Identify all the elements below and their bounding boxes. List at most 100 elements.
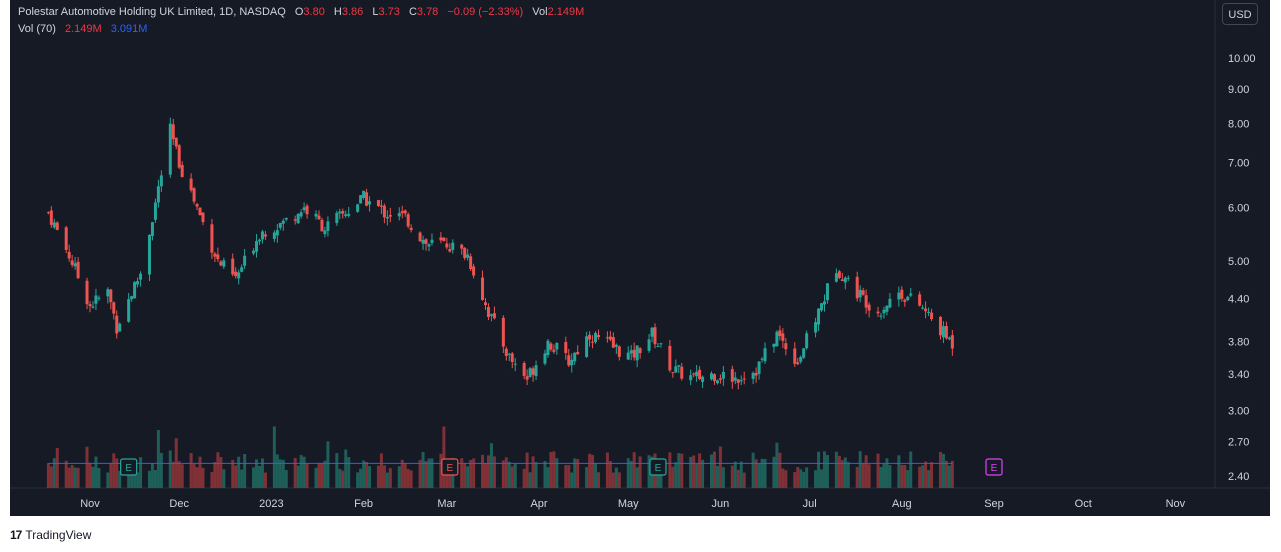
candle-body	[409, 227, 413, 231]
candle-body	[180, 164, 184, 178]
candle-body	[885, 305, 889, 312]
time-tick-label: Mar	[437, 498, 456, 510]
candle-body	[237, 272, 241, 279]
candle-body	[430, 239, 434, 243]
candle-body	[733, 377, 737, 381]
volume-bar	[442, 426, 446, 488]
candle-body	[570, 359, 574, 366]
volume-bar	[293, 457, 297, 488]
volume-bar	[760, 458, 764, 488]
price-tick-label: 5.00	[1228, 256, 1249, 268]
time-tick-label: Jul	[803, 498, 817, 510]
candle-body	[944, 326, 948, 339]
candle-body	[668, 345, 672, 371]
volume-bar	[403, 463, 407, 488]
volume-bar	[156, 430, 160, 488]
volume-bar	[49, 466, 53, 488]
currency-button[interactable]: USD	[1222, 3, 1258, 25]
candle-body	[118, 323, 122, 332]
candle-body	[379, 205, 383, 207]
volume-bar	[466, 466, 470, 488]
volume-bar	[906, 470, 910, 488]
candle-body	[451, 242, 455, 250]
volume-bar	[591, 454, 595, 488]
volume-bar	[388, 468, 392, 488]
time-tick-label: Nov	[80, 498, 100, 510]
candle-body	[305, 205, 309, 215]
volume-bar	[867, 464, 871, 488]
candle-body	[510, 353, 514, 362]
candle-body	[213, 253, 217, 257]
candle-body	[314, 213, 318, 217]
candle-body	[73, 263, 77, 267]
volume-bar	[659, 469, 663, 488]
volume-bar	[608, 461, 612, 488]
candle-body	[406, 214, 410, 227]
candle-body	[320, 219, 324, 232]
volume-bar	[510, 466, 514, 488]
volume-bar	[820, 469, 824, 488]
volume-bar	[326, 441, 330, 488]
volume-bar	[341, 470, 345, 488]
volume-ma-value-1: 2.149M	[64, 23, 102, 35]
volume-bar	[647, 455, 651, 488]
candle-body	[382, 205, 386, 218]
volume-bar	[67, 467, 71, 488]
candle-body	[159, 175, 163, 187]
candle-body	[106, 289, 110, 297]
candle-body	[219, 261, 223, 266]
volume-bar	[876, 453, 880, 488]
brand-name: TradingView	[25, 528, 92, 542]
candle-body	[677, 365, 681, 367]
candle-body	[385, 216, 389, 219]
earnings-label: E	[655, 463, 662, 474]
footer-brand[interactable]: 17 TradingView	[10, 525, 91, 545]
candle-body	[855, 276, 859, 299]
volume-bar	[882, 463, 886, 488]
chart-area[interactable]: 10.00 9.00 8.00 7.00 6.00 5.00 4.40 3.80 3.40 3.0…	[10, 0, 1270, 516]
candle-body	[671, 372, 675, 374]
candle-body	[927, 311, 931, 313]
candle-body	[64, 227, 68, 250]
price-chart[interactable]: 10.00 9.00 8.00 7.00 6.00 5.00 4.40 3.80 3.40 3.0…	[10, 0, 1270, 516]
volume-bar	[570, 472, 574, 488]
candle-body	[692, 373, 696, 375]
candle-body	[484, 302, 487, 306]
volume-bar	[677, 453, 681, 488]
candle-body	[567, 355, 571, 366]
volume-bar	[484, 463, 487, 488]
volume-ma-value-2: 3.091M	[110, 23, 148, 35]
candle-body	[531, 368, 535, 375]
volume-bar	[802, 471, 806, 488]
volume-bar	[522, 468, 526, 488]
price-tick-label: 3.40	[1228, 369, 1249, 381]
candle-body	[781, 333, 785, 341]
volume-bar	[668, 452, 672, 488]
volume-bar	[347, 457, 351, 488]
volume-bar	[507, 461, 511, 488]
candle-body	[460, 244, 464, 249]
candle-body	[326, 221, 330, 231]
volume-bar	[585, 467, 589, 488]
candle-body	[486, 306, 490, 317]
volume-bar	[567, 465, 571, 488]
candle-body	[721, 371, 725, 379]
candle-body	[594, 332, 598, 343]
candle-body	[284, 217, 288, 220]
candle-body	[924, 308, 928, 312]
volume-bar	[918, 466, 922, 488]
candle-body	[840, 279, 844, 282]
volume-bar	[365, 461, 369, 488]
time-tick-label: Jun	[712, 498, 730, 510]
high-value: 3.86	[341, 6, 364, 18]
candle-body	[192, 188, 196, 202]
candle-body	[94, 295, 98, 304]
volume-bar	[260, 458, 264, 488]
candle-body	[817, 308, 821, 325]
candle-body	[492, 313, 496, 319]
candle-body	[846, 277, 850, 279]
candle-body	[938, 316, 942, 336]
volume-bar	[210, 472, 214, 488]
candle-body	[522, 363, 526, 376]
volume-bar	[632, 452, 636, 488]
